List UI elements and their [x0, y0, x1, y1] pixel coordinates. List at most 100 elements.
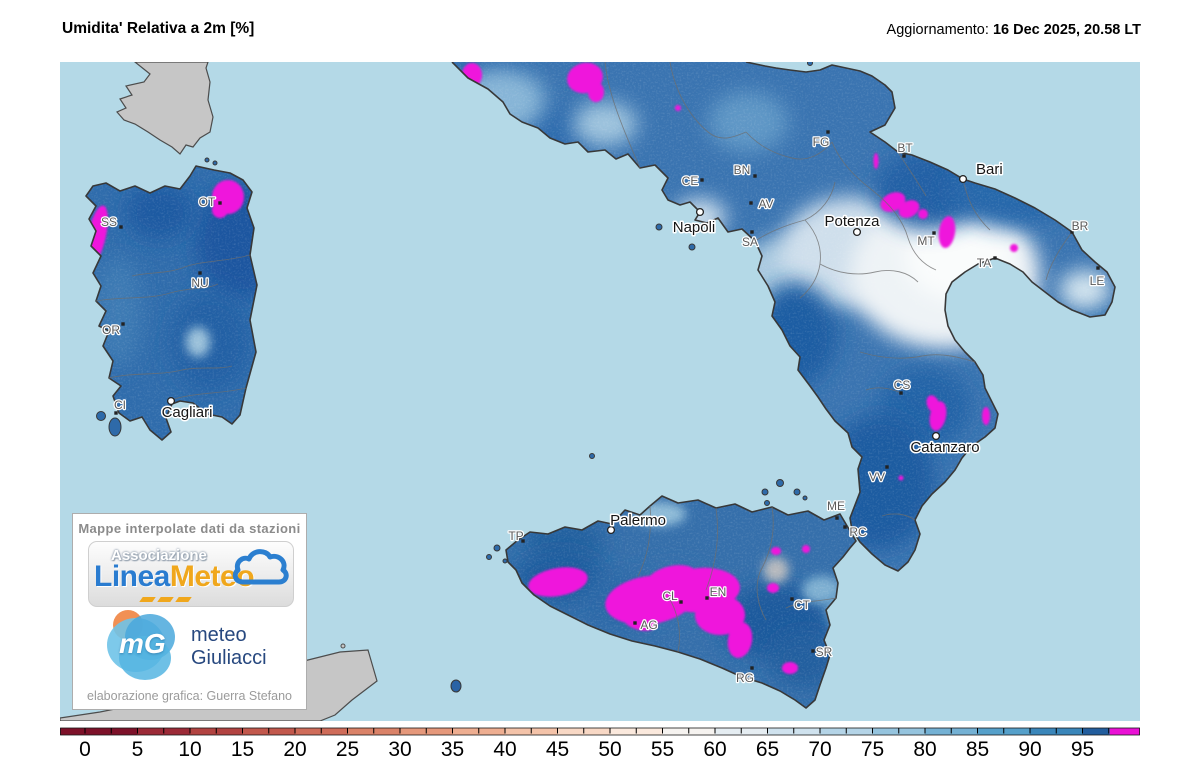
- colorbar-segment: [60, 728, 138, 735]
- lineameteo-dash: [139, 597, 156, 602]
- province-label-ME: ME: [827, 499, 845, 513]
- update-timestamp: Aggiornamento: 16 Dec 2025, 20.58 LT: [887, 22, 1141, 38]
- province-marker-TA: [993, 256, 997, 260]
- mg-text-line1: meteo: [191, 624, 247, 646]
- update-value: 16 Dec 2025, 20.58 LT: [992, 22, 1141, 38]
- province-label-FG: FG: [813, 135, 830, 149]
- province-label-VV: VV: [869, 470, 885, 484]
- city-label-cagliari: Cagliari: [162, 404, 213, 421]
- lineameteo-logo-line1: Associazione: [111, 547, 207, 564]
- colorbar-label-15: 15: [231, 738, 254, 761]
- province-label-SR: SR: [816, 645, 833, 659]
- colorbar-label-10: 10: [178, 738, 201, 761]
- admin-borders: [95, 61, 1073, 653]
- province-marker-CS: [899, 391, 903, 395]
- colorbar-label-75: 75: [861, 738, 884, 761]
- province-marker-CI: [114, 411, 118, 415]
- province-label-MT: MT: [917, 234, 935, 248]
- colorbar-label-40: 40: [493, 738, 516, 761]
- colorbar-label-90: 90: [1018, 738, 1041, 761]
- colorbar-label-50: 50: [598, 738, 621, 761]
- province-marker-BR: [1070, 230, 1074, 234]
- province-marker-CT: [790, 597, 794, 601]
- high-humidity-blobs-sicily: [528, 545, 810, 674]
- colorbar-frame: [60, 727, 1140, 736]
- colorbar-segment: [1082, 728, 1110, 735]
- province-marker-ME: [835, 516, 839, 520]
- city-label-napoli: Napoli: [673, 219, 716, 236]
- province-label-LE: LE: [1090, 274, 1105, 288]
- sardinia-coastline: [85, 165, 258, 441]
- mg-text-line2: Giuliacci: [191, 647, 267, 669]
- province-marker-VV: [885, 465, 889, 469]
- lineameteo-dash: [157, 597, 174, 602]
- province-marker-SR: [811, 649, 815, 653]
- province-label-CT: CT: [794, 598, 811, 612]
- province-marker-AV: [749, 201, 753, 205]
- province-label-OR: OR: [102, 323, 120, 337]
- province-marker-OT: [218, 201, 222, 205]
- mainland-coastline: [451, 61, 1116, 572]
- province-label-OT: OT: [199, 195, 216, 209]
- lineameteo-logo: Associazione LineaMeteo: [88, 541, 294, 607]
- province-label-AG: AG: [640, 618, 657, 632]
- lineameteo-dash: [175, 597, 192, 602]
- lineameteo-brand-blue: Linea: [94, 560, 170, 593]
- colorbar-label-45: 45: [546, 738, 569, 761]
- province-label-CI: CI: [114, 398, 126, 412]
- colorbar-label-65: 65: [756, 738, 779, 761]
- province-marker-SS: [119, 225, 123, 229]
- small-islands: [96, 60, 813, 693]
- colorbar-label-35: 35: [441, 738, 464, 761]
- province-marker-BT: [902, 154, 906, 158]
- credits-note: Mappe interpolate dati da stazioni: [78, 521, 301, 536]
- colorbar-label-30: 30: [388, 738, 411, 761]
- credits-box: Mappe interpolate dati da stazioni Assoc…: [72, 513, 307, 710]
- province-label-CS: CS: [894, 378, 911, 392]
- map-labels: FG BT CE BN AV SA MT TA BR LE CS VV ME RC SS OT NU OR CI TP…: [100, 130, 1106, 686]
- meteogiuliacci-text: meteo Giuliacci: [191, 624, 267, 670]
- colorbar-label-25: 25: [336, 738, 359, 761]
- province-marker-OR: [121, 322, 125, 326]
- colorbar: 0 5 10 15 20 25 30 35 40 45 50 55 60 65 70 75 80 85 90 95: [60, 727, 1140, 767]
- colorbar-svg: 0 5 10 15 20 25 30 35 40 45 50 55 60 65 70 75 80 85 90 95: [60, 727, 1140, 761]
- lineameteo-brand-orange: Meteo: [169, 560, 255, 593]
- province-marker-FG: [826, 130, 830, 134]
- province-label-SA: SA: [742, 235, 758, 249]
- province-marker-RG: [750, 666, 754, 670]
- province-marker-AG: [633, 621, 637, 625]
- cloud-icon: [232, 549, 289, 585]
- mg-cyan-circle: [119, 636, 171, 680]
- province-marker-NU: [198, 271, 202, 275]
- province-marker-SA: [750, 230, 754, 234]
- province-marker-TP: [521, 539, 525, 543]
- colorbar-label-95: 95: [1071, 738, 1094, 761]
- province-marker-MT: [932, 231, 936, 235]
- city-marker-potenza: [852, 227, 862, 237]
- province-label-AV: AV: [758, 197, 773, 211]
- city-label-palermo: Palermo: [610, 512, 666, 529]
- colorbar-label-85: 85: [966, 738, 989, 761]
- province-label-TP: TP: [508, 529, 523, 543]
- colorbar-segment: [1109, 728, 1140, 735]
- humidity-map-svg: FG BT CE BN AV SA MT TA BR LE CS VV ME RC SS OT NU OR CI TP…: [59, 60, 1140, 722]
- province-label-BR: BR: [1072, 219, 1089, 233]
- city-marker-napoli: [695, 207, 705, 217]
- sardinia-fill: [86, 166, 257, 440]
- city-label-catanzaro: Catanzaro: [910, 439, 979, 456]
- province-marker-EN: [705, 596, 709, 600]
- colorbar-label-5: 5: [132, 738, 144, 761]
- province-marker-LE: [1096, 266, 1100, 270]
- colorbar-label-55: 55: [651, 738, 674, 761]
- colorbar-label-60: 60: [703, 738, 726, 761]
- meteogiuliacci-logo: mG: [107, 610, 177, 684]
- province-label-NU: NU: [191, 276, 208, 290]
- province-marker-CL: [679, 600, 683, 604]
- city-label-bari: Bari: [976, 161, 1003, 178]
- mg-mark: mG: [119, 628, 166, 659]
- city-marker-catanzaro: [931, 431, 941, 441]
- province-label-TA: TA: [977, 256, 991, 270]
- province-label-EN: EN: [710, 585, 727, 599]
- province-label-CL: CL: [662, 589, 678, 603]
